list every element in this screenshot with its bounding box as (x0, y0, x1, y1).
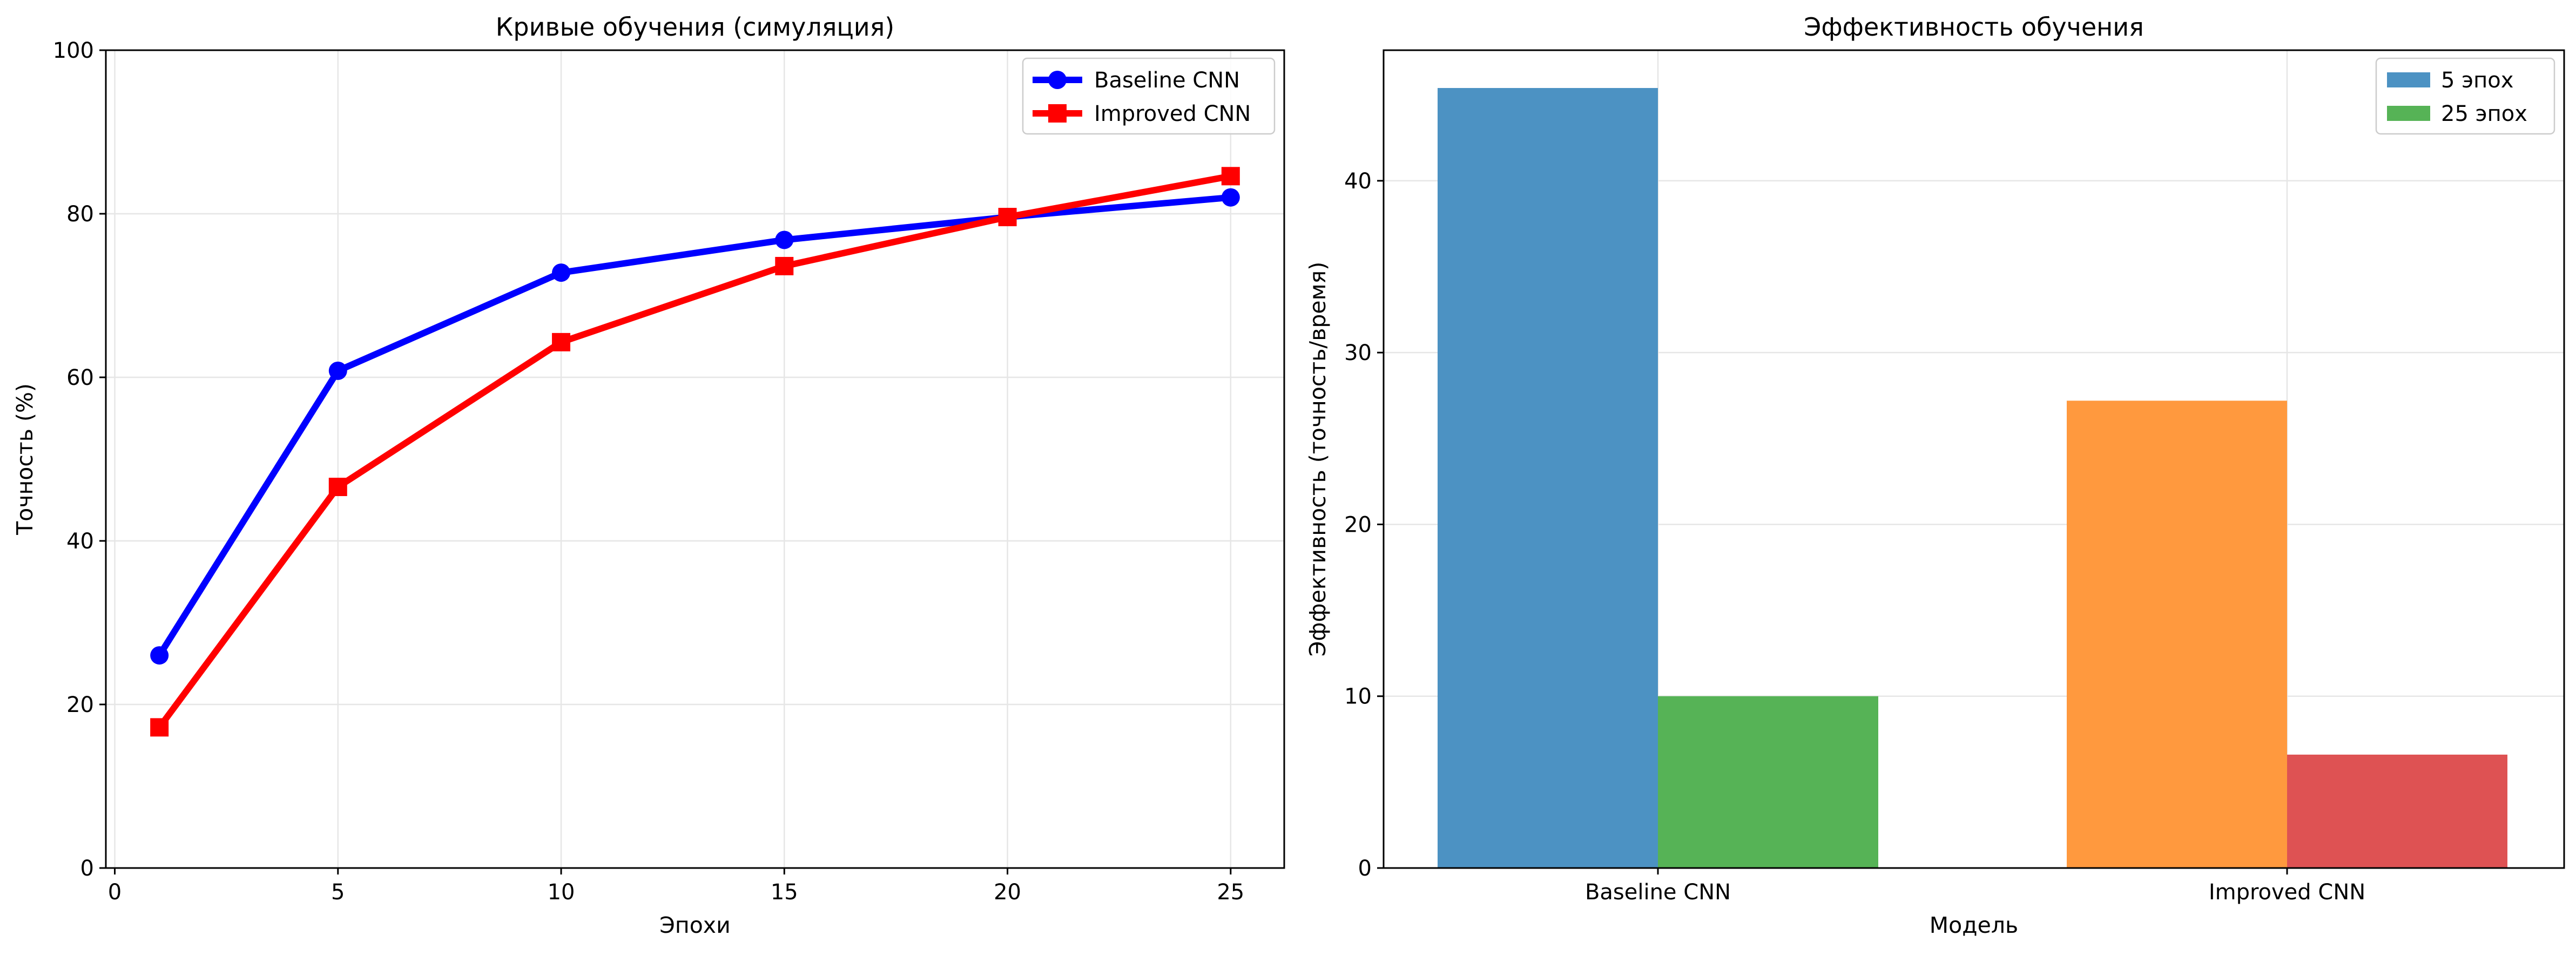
y-tick-label: 30 (1344, 341, 1372, 365)
legend-swatch (2387, 72, 2430, 87)
series-line-improved-cnn (157, 173, 1231, 729)
line-chart: 0 5 10 15 20 25 0 20 40 60 80 100 Кривые обучения (с… (12, 12, 1285, 938)
bar-improved-cnn-25-epochs (2287, 754, 2507, 868)
data-point-baseline (552, 263, 571, 282)
data-point-improved (150, 718, 169, 737)
legend-label: 5 эпох (2441, 68, 2513, 93)
legend-label: Baseline CNN (1094, 68, 1240, 93)
x-tick-label: Baseline CNN (1585, 880, 1731, 905)
chart-title: Кривые обучения (симуляция) (496, 12, 895, 42)
legend-marker (1048, 71, 1067, 89)
legend-swatch (2387, 106, 2430, 121)
x-tick-label: 15 (771, 880, 798, 905)
data-point-improved (1221, 167, 1240, 186)
x-tick-label: Improved CNN (2209, 880, 2365, 905)
x-tick-label: 0 (108, 880, 122, 905)
legend-box (1022, 57, 1276, 135)
x-axis-label: Модель (1930, 912, 2018, 938)
y-tick-label: 20 (1344, 512, 1372, 537)
legend-label: Improved CNN (1094, 101, 1251, 126)
y-tick-label: 0 (1358, 856, 1372, 881)
x-tick-label: 10 (548, 880, 575, 905)
data-point-improved (552, 333, 571, 351)
series-line-baseline-cnn (157, 194, 1231, 657)
y-tick-label: 40 (66, 529, 94, 554)
chart-title: Эффективность обучения (1804, 12, 2144, 42)
bar-improved-cnn-5-epochs (2067, 401, 2287, 868)
bar-baseline-cnn-5-epochs (1438, 88, 1658, 869)
data-point-baseline (150, 646, 169, 665)
legend-label: 25 эпох (2441, 101, 2527, 126)
legend-marker (1048, 104, 1067, 123)
data-point-baseline (1221, 188, 1240, 207)
y-tick-label: 60 (66, 365, 94, 390)
y-tick-label: 0 (80, 856, 94, 881)
x-tick-label: 25 (1217, 880, 1244, 905)
data-point-improved (328, 478, 347, 497)
x-tick-label: 5 (331, 880, 345, 905)
y-tick-label: 40 (1344, 169, 1372, 194)
x-tick-label: 20 (994, 880, 1021, 905)
y-axis-label: Точность (%) (12, 383, 38, 535)
y-tick-label: 10 (1344, 684, 1372, 709)
legend: 5 эпох 25 эпох (2375, 57, 2555, 135)
y-tick-label: 80 (66, 202, 94, 227)
data-point-baseline (328, 361, 347, 380)
bar-chart: Baseline CNN Improved CNN 0 10 20 30 40 Эффекти… (1305, 12, 2565, 938)
data-point-improved (775, 256, 794, 275)
y-tick-label: 20 (66, 693, 94, 717)
x-axis-label: Эпохи (659, 912, 730, 938)
y-axis-label: Эффективность (точность/время) (1305, 262, 1331, 656)
plot-frame (105, 49, 1285, 869)
data-point-baseline (775, 230, 794, 249)
y-tick-label: 100 (53, 38, 94, 63)
bar-baseline-cnn-25-epochs (1658, 696, 1878, 868)
legend: Baseline CNN Improved CNN (1022, 57, 1276, 135)
data-point-improved (998, 208, 1017, 227)
plot-frame (1383, 49, 2565, 869)
